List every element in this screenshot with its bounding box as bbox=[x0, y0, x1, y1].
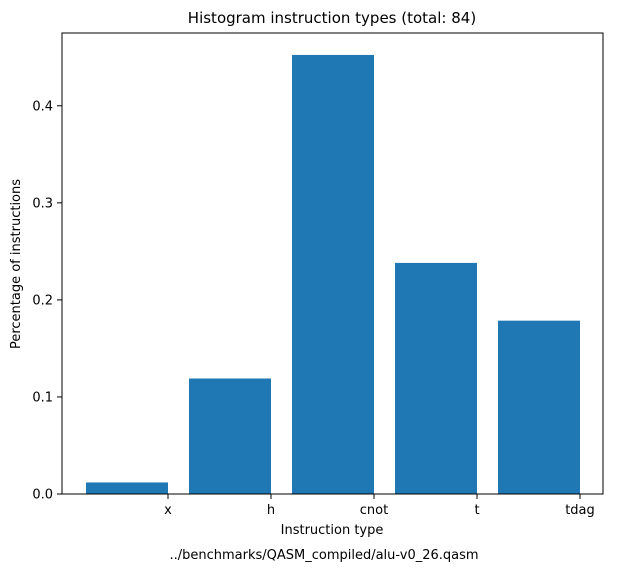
x-tick-label-tdag: tdag bbox=[565, 503, 595, 518]
x-tick-label-t: t bbox=[474, 503, 479, 518]
bar-h bbox=[189, 378, 271, 494]
y-axis-label: Percentage of instructions bbox=[9, 179, 24, 349]
y-tick-label: 0.4 bbox=[32, 99, 53, 114]
plot-frame bbox=[61, 32, 604, 495]
x-axis-ticks: x h cnot t tdag bbox=[164, 494, 595, 518]
y-tick-label: 0.3 bbox=[32, 196, 53, 211]
bar-tdag bbox=[498, 320, 580, 494]
y-tick-label: 0.1 bbox=[32, 390, 53, 405]
x-tick-label-h: h bbox=[267, 503, 275, 518]
bar-cnot bbox=[292, 54, 374, 494]
bar-x bbox=[86, 482, 168, 494]
x-axis-label: Instruction type bbox=[281, 523, 384, 538]
y-tick-label: 0.0 bbox=[32, 488, 53, 503]
x-tick-label-cnot: cnot bbox=[360, 503, 388, 518]
y-tick-label: 0.2 bbox=[32, 293, 53, 308]
bar-t bbox=[395, 262, 477, 494]
x-tick-label-x: x bbox=[164, 503, 172, 518]
chart-title: Histogram instruction types (total: 84) bbox=[188, 9, 476, 27]
bars-group bbox=[86, 54, 580, 494]
y-axis-ticks: 0.0 0.1 0.2 0.3 0.4 bbox=[32, 99, 62, 503]
file-caption: ../benchmarks/QASM_compiled/alu-v0_26.qa… bbox=[169, 548, 478, 563]
